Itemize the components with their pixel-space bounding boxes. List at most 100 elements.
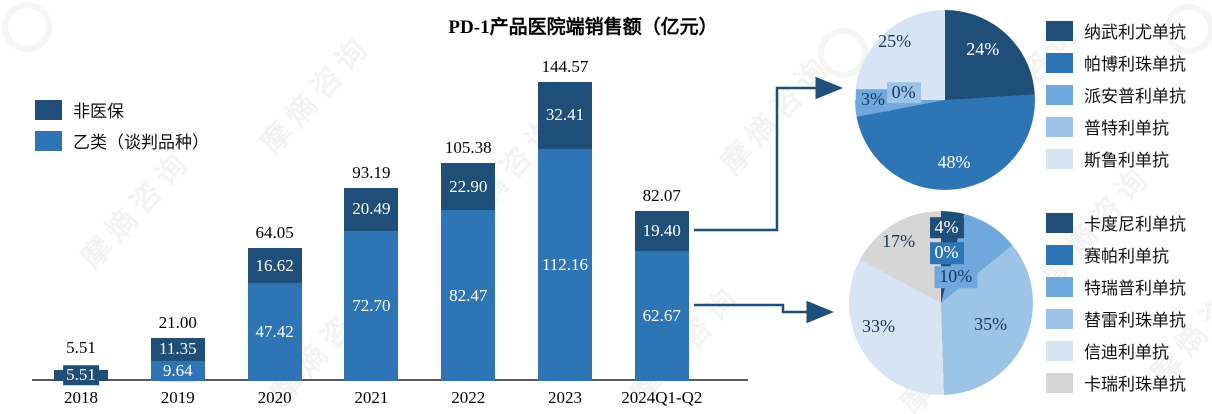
x-axis-label: 2019 (160, 388, 195, 407)
pie-percent-label: 17% (882, 231, 916, 252)
legend-item: 赛帕利单抗 (1046, 242, 1186, 267)
bar-segment-label: 32.41 (542, 105, 588, 126)
bar-total-label: 64.05 (255, 223, 294, 243)
bar-2021: 72.70 20.49 (344, 188, 399, 381)
bar-segment-label: 82.47 (446, 285, 491, 306)
legend-label: 派安普利单抗 (1084, 87, 1186, 106)
legend-label: 普特利单抗 (1084, 119, 1169, 138)
legend-item: 特瑞普利单抗 (1046, 274, 1186, 299)
legend-swatch (1046, 276, 1073, 297)
legend-label: 替雷利珠单抗 (1084, 311, 1186, 330)
bar-total-label: 21.00 (158, 312, 197, 332)
pie-bottom-legend: 卡度尼利单抗 赛帕利单抗特瑞普利单抗 替雷利珠单抗 信迪利单抗卡瑞利珠单抗 (1046, 210, 1186, 402)
bar-2018: 5.51 (54, 365, 108, 386)
pie-percent-label: 33% (861, 316, 895, 337)
bar-segment-label: 16.62 (252, 255, 297, 276)
watermark-logo (818, 28, 868, 78)
legend-swatch (35, 99, 62, 120)
legend-item: 派安普利单抗 (1046, 82, 1186, 107)
legend-swatch (1046, 116, 1073, 137)
legend-item: 卡瑞利珠单抗 (1046, 370, 1186, 395)
legend-label: 非医保 (73, 102, 124, 121)
bar-total-label: 82.07 (642, 186, 681, 206)
bar-segment-label: 20.49 (349, 199, 394, 220)
bar-segment-label: 112.16 (538, 255, 592, 275)
legend-item: 非医保 (35, 97, 209, 122)
x-axis-label: 2021 (354, 388, 389, 407)
legend-swatch (1046, 212, 1073, 233)
bar-total-label: 144.57 (541, 56, 589, 76)
legend-swatch (1046, 20, 1073, 41)
bar-segment-label: 22.90 (446, 176, 491, 197)
x-axis-label: 2018 (64, 388, 98, 407)
arrow-to-bottom-pie (694, 300, 834, 324)
bar-total-label: 93.19 (352, 163, 391, 183)
legend-label: 卡瑞利珠单抗 (1084, 375, 1186, 394)
bar-2024Q1-Q2: 62.67 19.40 (634, 211, 689, 381)
bar-segment: 62.67 (634, 251, 689, 381)
bar-segment-label: 19.40 (639, 221, 684, 241)
bar-2019: 9.64 11.35 (150, 337, 205, 381)
pie-percent-label: 0% (886, 82, 921, 104)
bar-segment: 16.62 (247, 248, 302, 283)
bar-segment-label: 72.70 (349, 295, 394, 316)
bar-segment: 47.42 (247, 282, 302, 381)
pie-percent-label: 48% (937, 152, 971, 173)
bar-total-label: 5.51 (66, 337, 96, 357)
legend-item: 替雷利珠单抗 (1046, 306, 1186, 331)
pie-top-legend: 纳武利尤单抗 帕博利珠单抗 派安普利单抗 普特利单抗斯鲁利单抗 (1046, 18, 1186, 178)
bar-2023: 112.16 32.41 (538, 81, 592, 381)
legend-item: 卡度尼利单抗 (1046, 210, 1186, 235)
pie-percent-label: 35% (974, 314, 1008, 335)
legend-label: 乙类（谈判品种） (73, 133, 209, 152)
watermark-logo (1164, 4, 1212, 54)
legend-item: 信迪利单抗 (1046, 338, 1186, 363)
bar-segment: 72.70 (344, 230, 399, 381)
pie-percent-label: 3% (856, 89, 890, 111)
legend-label: 赛帕利单抗 (1084, 247, 1169, 266)
bar-2022: 82.47 22.90 (441, 162, 496, 381)
bar-segment: 20.49 (344, 188, 399, 231)
legend-item: 普特利单抗 (1046, 114, 1186, 139)
legend-item: 纳武利尤单抗 (1046, 18, 1186, 43)
legend-swatch (1046, 84, 1073, 105)
legend-swatch (1046, 244, 1073, 265)
pie-chart-top: 24% 48% 3% 0% 25% (855, 10, 1035, 190)
bar-segment: 32.41 (538, 81, 592, 149)
bar-segment: 19.40 (634, 211, 689, 252)
bar-segment-label: 47.42 (252, 322, 297, 342)
bar-segment: 82.47 (441, 210, 496, 381)
legend-swatch (1046, 148, 1073, 169)
legend-label: 斯鲁利单抗 (1084, 151, 1169, 170)
pie-chart-bottom: 4% 0% 10% 35% 33% 17% (849, 211, 1033, 395)
bar-segment: 9.64 (150, 361, 205, 381)
x-axis-label: 2020 (257, 388, 292, 407)
legend-item: 帕博利珠单抗 (1046, 50, 1186, 75)
x-axis-label: 2023 (548, 388, 582, 407)
legend-item: 斯鲁利单抗 (1046, 146, 1186, 171)
pie-percent-label: 25% (878, 31, 912, 52)
pie-percent-label: 10% (934, 266, 978, 289)
bar-chart-legend: 非医保乙类（谈判品种） (35, 97, 209, 159)
bar-segment: 11.35 (150, 337, 205, 362)
pie-percent-label: 0% (929, 242, 964, 265)
x-axis-label: 2022 (451, 388, 486, 407)
legend-item: 乙类（谈判品种） (35, 128, 209, 153)
bar-segment-label: 62.67 (639, 306, 684, 326)
bar-2020: 47.42 16.62 (247, 248, 302, 381)
pie-percent-label: 24% (966, 38, 1000, 59)
legend-label: 特瑞普利单抗 (1084, 279, 1186, 298)
legend-label: 纳武利尤单抗 (1084, 23, 1186, 42)
pie-percent-label: 4% (929, 216, 964, 239)
legend-swatch (1046, 52, 1073, 73)
bar-segment-label: 11.35 (155, 339, 200, 360)
bar-segment-label: 5.51 (63, 365, 99, 386)
bar-total-label: 105.38 (444, 137, 492, 157)
legend-label: 帕博利珠单抗 (1084, 55, 1186, 74)
bar-segment: 22.90 (441, 162, 496, 211)
legend-swatch (35, 130, 62, 151)
legend-swatch (1046, 372, 1073, 393)
legend-label: 信迪利单抗 (1084, 343, 1169, 362)
legend-label: 卡度尼利单抗 (1084, 215, 1186, 234)
